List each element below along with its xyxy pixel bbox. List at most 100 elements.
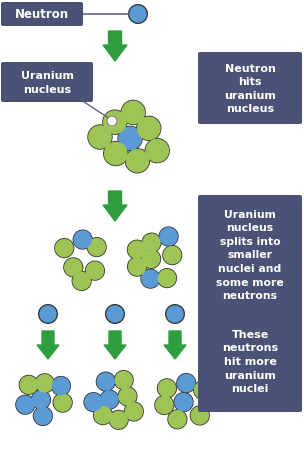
Circle shape xyxy=(99,390,119,410)
FancyBboxPatch shape xyxy=(198,196,302,314)
Circle shape xyxy=(140,269,161,289)
Circle shape xyxy=(136,117,161,142)
Circle shape xyxy=(141,249,161,269)
Circle shape xyxy=(115,372,132,389)
Circle shape xyxy=(105,304,125,325)
Circle shape xyxy=(130,7,146,23)
Circle shape xyxy=(20,376,37,394)
Circle shape xyxy=(129,258,146,276)
Circle shape xyxy=(125,403,142,420)
Circle shape xyxy=(94,407,112,424)
Circle shape xyxy=(127,257,147,277)
Circle shape xyxy=(124,402,144,422)
FancyBboxPatch shape xyxy=(198,310,302,412)
Text: Neutron: Neutron xyxy=(15,8,69,22)
Circle shape xyxy=(156,397,173,414)
Circle shape xyxy=(85,261,105,281)
Circle shape xyxy=(146,140,168,162)
Text: Neutron
hits
uranium
nucleus: Neutron hits uranium nucleus xyxy=(224,63,276,114)
Circle shape xyxy=(174,392,194,412)
Text: These
neutrons
hit more
uranium
nuclei: These neutrons hit more uranium nuclei xyxy=(222,329,278,393)
Circle shape xyxy=(109,118,116,125)
Circle shape xyxy=(93,405,113,425)
Circle shape xyxy=(157,269,177,289)
Circle shape xyxy=(119,388,136,405)
Circle shape xyxy=(104,112,126,134)
Circle shape xyxy=(87,125,113,151)
Circle shape xyxy=(15,395,35,415)
Circle shape xyxy=(74,231,91,249)
Circle shape xyxy=(54,394,71,411)
Circle shape xyxy=(178,375,195,392)
Circle shape xyxy=(138,118,160,140)
Circle shape xyxy=(101,391,118,408)
Circle shape xyxy=(120,101,146,126)
Circle shape xyxy=(96,372,116,392)
Circle shape xyxy=(86,263,104,280)
Circle shape xyxy=(169,411,186,428)
Circle shape xyxy=(87,237,107,257)
Circle shape xyxy=(40,306,56,322)
Circle shape xyxy=(73,230,93,250)
Polygon shape xyxy=(103,32,127,62)
Circle shape xyxy=(128,5,148,25)
Circle shape xyxy=(83,392,104,412)
Polygon shape xyxy=(103,191,127,222)
Circle shape xyxy=(117,126,143,152)
Circle shape xyxy=(191,407,208,424)
Text: Uranium
nucleus: Uranium nucleus xyxy=(20,71,74,95)
Circle shape xyxy=(195,382,212,399)
Circle shape xyxy=(63,257,83,278)
FancyBboxPatch shape xyxy=(1,63,93,103)
Circle shape xyxy=(158,380,175,397)
Circle shape xyxy=(52,378,70,395)
Circle shape xyxy=(85,394,102,411)
Circle shape xyxy=(154,395,174,415)
Circle shape xyxy=(31,390,51,410)
Circle shape xyxy=(143,235,160,252)
Circle shape xyxy=(71,271,92,291)
Circle shape xyxy=(51,376,71,396)
Circle shape xyxy=(190,405,210,425)
Circle shape xyxy=(157,379,177,398)
Circle shape xyxy=(119,128,141,150)
Polygon shape xyxy=(104,331,126,359)
Circle shape xyxy=(125,149,150,174)
Circle shape xyxy=(193,380,213,400)
Circle shape xyxy=(128,241,146,259)
Circle shape xyxy=(35,374,55,393)
Polygon shape xyxy=(164,331,186,359)
Polygon shape xyxy=(37,331,59,359)
Circle shape xyxy=(122,102,144,124)
Circle shape xyxy=(53,393,73,413)
Circle shape xyxy=(175,394,192,411)
Circle shape xyxy=(65,259,82,276)
Circle shape xyxy=(165,304,185,325)
Circle shape xyxy=(127,240,147,260)
FancyBboxPatch shape xyxy=(198,53,302,125)
Circle shape xyxy=(117,386,137,407)
Circle shape xyxy=(164,247,181,264)
Circle shape xyxy=(167,306,183,322)
Circle shape xyxy=(160,229,177,246)
Circle shape xyxy=(54,238,74,258)
Circle shape xyxy=(33,406,53,426)
Circle shape xyxy=(126,150,149,173)
Circle shape xyxy=(105,143,127,165)
Circle shape xyxy=(108,117,116,126)
Circle shape xyxy=(176,373,196,393)
Circle shape xyxy=(32,391,50,409)
Circle shape xyxy=(114,370,134,390)
Circle shape xyxy=(38,304,58,325)
Circle shape xyxy=(102,110,128,135)
Text: Uranium
nucleus
splits into
smaller
nuclei and
some more
neutrons: Uranium nucleus splits into smaller nucl… xyxy=(216,209,284,301)
Circle shape xyxy=(167,409,188,430)
Circle shape xyxy=(56,240,73,257)
Circle shape xyxy=(162,246,182,266)
Circle shape xyxy=(36,375,53,392)
Circle shape xyxy=(158,270,176,287)
Circle shape xyxy=(144,139,170,164)
Circle shape xyxy=(19,375,39,395)
Circle shape xyxy=(97,373,114,390)
FancyBboxPatch shape xyxy=(1,3,83,27)
